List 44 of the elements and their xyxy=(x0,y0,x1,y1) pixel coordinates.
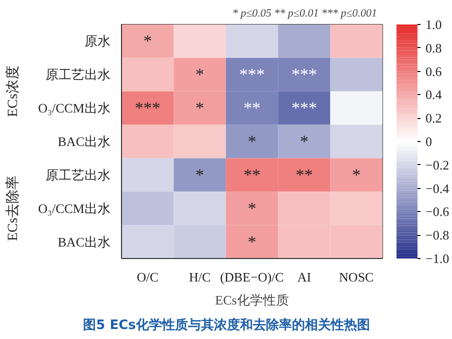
color-bar-label: 0.8 xyxy=(426,40,442,56)
data-label: *** xyxy=(134,98,160,118)
y-tick-label: BAC出水 xyxy=(58,234,111,250)
data-label: ** xyxy=(244,165,260,184)
color-bar-label: 1.0 xyxy=(426,17,442,32)
text: 图5 ECs化学性质与其浓度和去除率的相关性热图 xyxy=(83,317,370,333)
y-tick-label: BAC出水 xyxy=(58,134,111,149)
x-tick-label: AI xyxy=(297,270,312,284)
color-bar-label: 0.2 xyxy=(426,110,442,126)
text: ECs去除率 xyxy=(5,176,21,242)
data-label: * xyxy=(196,98,204,118)
data-label: *** xyxy=(239,65,265,84)
data-label: * xyxy=(196,165,204,184)
data-label: * xyxy=(196,65,204,84)
chart-subtitle: * p≤0.05 ** p≤0.01 *** p≤0.001 xyxy=(232,8,378,20)
data-label: * xyxy=(143,32,152,51)
color-bar-label: 0.4 xyxy=(426,87,442,102)
color-bar-label: 0 xyxy=(426,134,432,149)
color-bar-label: −0.8 xyxy=(426,228,450,243)
data-label: ** xyxy=(296,165,313,184)
data-label: *** xyxy=(291,65,317,84)
y-tick-label: 原工艺出水 xyxy=(46,167,110,182)
data-label: *** xyxy=(291,98,317,118)
x-axis-title: ECs化学性质 xyxy=(215,292,289,308)
data-label: ** xyxy=(244,98,260,118)
data-label: * xyxy=(352,165,361,184)
y-tick-label: 原工艺出水 xyxy=(46,67,110,82)
y-tick-label: O₃/CCM出水 xyxy=(38,200,111,216)
x-tick-label: NOSC xyxy=(339,270,374,284)
x-tick-label: O/C xyxy=(136,270,158,284)
text: ECs浓度 xyxy=(5,66,21,118)
color-bar-label: −1.0 xyxy=(426,251,450,266)
data-label: * xyxy=(248,198,256,218)
color-bar-label: −0.2 xyxy=(426,157,450,172)
y-tick-label: O₃/CCM出水 xyxy=(38,100,111,116)
color-bar-label: −0.6 xyxy=(426,204,450,220)
data-label: * xyxy=(248,232,256,252)
y-tick-label: 原水 xyxy=(84,34,110,49)
color-bar-label: −0.4 xyxy=(426,180,450,196)
color-bar-label: 0.6 xyxy=(426,64,442,79)
data-label: * xyxy=(300,132,308,151)
x-tick-label: (DBE−O)/C xyxy=(220,270,284,284)
data-label: * xyxy=(248,132,256,151)
x-tick-label: H/C xyxy=(188,270,211,284)
